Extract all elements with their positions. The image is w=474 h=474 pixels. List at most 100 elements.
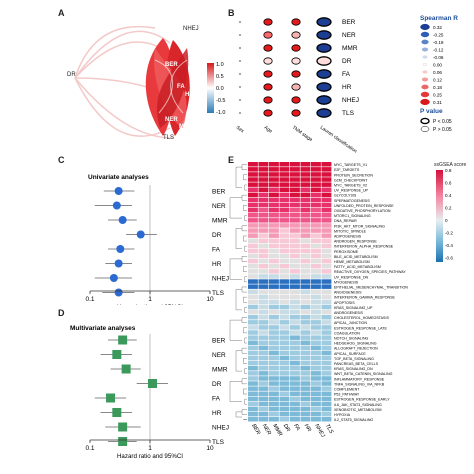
- heatmap-cell: [290, 371, 300, 376]
- heatmap-cell: [311, 172, 321, 177]
- heatmap-cell: [258, 289, 269, 294]
- heatmap-cell: [311, 228, 321, 233]
- heatmap-cell: [258, 192, 269, 198]
- heatmap-cell: [258, 177, 269, 182]
- heatmap-row-label: G2M_CHECKPOINT: [334, 178, 368, 182]
- heatmap-cell: [269, 304, 279, 310]
- bubble-cell: [291, 70, 301, 78]
- node-hr: HR: [185, 92, 194, 98]
- heatmap-cell: [300, 411, 311, 417]
- heatmap-cell: [248, 243, 258, 249]
- heatmap-cell: [300, 366, 311, 371]
- spearman-legend-label: 0.32: [433, 25, 442, 30]
- heatmap-cell: [300, 177, 311, 182]
- heatmap-cell: [269, 182, 279, 187]
- heatmap-cell: [300, 228, 311, 233]
- heatmap-cell: [311, 396, 321, 402]
- heatmap-cell: [258, 172, 269, 177]
- spearman-legend-label: 0.12: [433, 78, 442, 83]
- spearman-legend-swatch: [422, 63, 428, 67]
- heatmap-cell: [300, 304, 311, 310]
- legend-tick-a-2: 0.0: [216, 86, 224, 92]
- heatmap-cell: [258, 243, 269, 249]
- spearman-legend-swatch: [421, 47, 429, 52]
- heatmap-cell: [269, 213, 279, 218]
- hr-point: [114, 187, 123, 195]
- heatmap-cell: [269, 294, 279, 300]
- heatmap-cell: [248, 177, 258, 182]
- heatmap-cell: [311, 299, 321, 305]
- heatmap-cell: [311, 177, 321, 182]
- spearman-legend-swatch: [420, 31, 430, 38]
- dendrogram-branch: [244, 276, 247, 283]
- heatmap-cell: [311, 187, 321, 192]
- heatmap-cell: [311, 371, 321, 376]
- heatmap-cell: [321, 177, 332, 182]
- spearman-legend-label: 0.06: [433, 70, 442, 75]
- heatmap-cell: [290, 192, 300, 198]
- heatmap-cell: [290, 345, 300, 351]
- heatmap-cell: [321, 406, 332, 412]
- heatmap-cell: [311, 207, 321, 213]
- heatmap-cell: [311, 274, 321, 279]
- heatmap-cell: [269, 253, 279, 259]
- heatmap-cell: [269, 187, 279, 192]
- heatmap-cell: [269, 162, 279, 167]
- forest-row-label: DR: [212, 381, 222, 388]
- heatmap-cell: [290, 218, 300, 223]
- bubble-cell: [263, 18, 273, 26]
- heatmap-cell: [248, 289, 258, 294]
- heatmap-row-label: COAGULATION: [334, 331, 360, 335]
- heatmap-cell: [269, 355, 279, 361]
- ssgsea-heatmap: MYC_TARGETS_V1E2F_TARGETSPROTEIN_SECRETI…: [229, 162, 466, 439]
- heatmap-cell: [311, 376, 321, 381]
- heatmap-cell: [300, 284, 311, 289]
- heatmap-cell: [321, 289, 332, 294]
- node-fa: FA: [177, 84, 185, 90]
- heatmap-row-label: IL6_JAK_STAT3_SIGNALING: [334, 403, 382, 407]
- heatmap-row-label: APICAL_JUNCTION: [334, 321, 367, 325]
- heatmap-cell: [269, 218, 279, 223]
- heatmap-cell: [258, 401, 269, 407]
- dendrogram-branch: [243, 327, 247, 334]
- heatmap-cell: [269, 376, 279, 381]
- heatmap-cell: [248, 258, 258, 264]
- heatmap-cell: [279, 207, 290, 213]
- heatmap-cell: [300, 345, 311, 351]
- heatmap-legend-tick: -0.2: [445, 231, 453, 236]
- heatmap-cell: [321, 315, 332, 320]
- heatmap-cell: [300, 207, 311, 213]
- bubble-cell: [263, 44, 273, 52]
- heatmap-cell: [321, 243, 332, 249]
- heatmap-cell: [258, 417, 269, 422]
- bubble-dot: [239, 21, 241, 23]
- heatmap-cell: [258, 381, 269, 386]
- heatmap-cell: [300, 172, 311, 177]
- heatmap-cell: [258, 238, 269, 243]
- heatmap-cell: [321, 299, 332, 305]
- legend-tick-a-1: 0.5: [216, 74, 224, 80]
- bubble-cell: [263, 31, 273, 39]
- heatmap-cell: [279, 289, 290, 294]
- heatmap-cell: [279, 411, 290, 417]
- dendrogram-branch: [243, 388, 247, 395]
- bubble-cell: [263, 96, 273, 104]
- heatmap-cell: [321, 360, 332, 366]
- heatmap-cell: [290, 376, 300, 381]
- forest-row-label: HR: [212, 410, 222, 417]
- hr-point: [118, 216, 127, 224]
- heatmap-cell: [258, 299, 269, 305]
- heatmap-cell: [279, 253, 290, 259]
- dendrogram-branch: [241, 256, 247, 262]
- heatmap-cell: [300, 401, 311, 407]
- heatmap-cell: [258, 218, 269, 223]
- heatmap-cell: [279, 197, 290, 203]
- pvalue-legend: P < 0.05 P > 0.05: [420, 117, 452, 133]
- bubble-cell: [291, 18, 301, 26]
- heatmap-cell: [258, 406, 269, 412]
- heatmap-cell: [311, 325, 321, 330]
- heatmap-cell: [300, 417, 311, 422]
- dendrogram-branch: [243, 235, 247, 242]
- heatmap-cell: [290, 340, 300, 345]
- heatmap-cell: [311, 233, 321, 238]
